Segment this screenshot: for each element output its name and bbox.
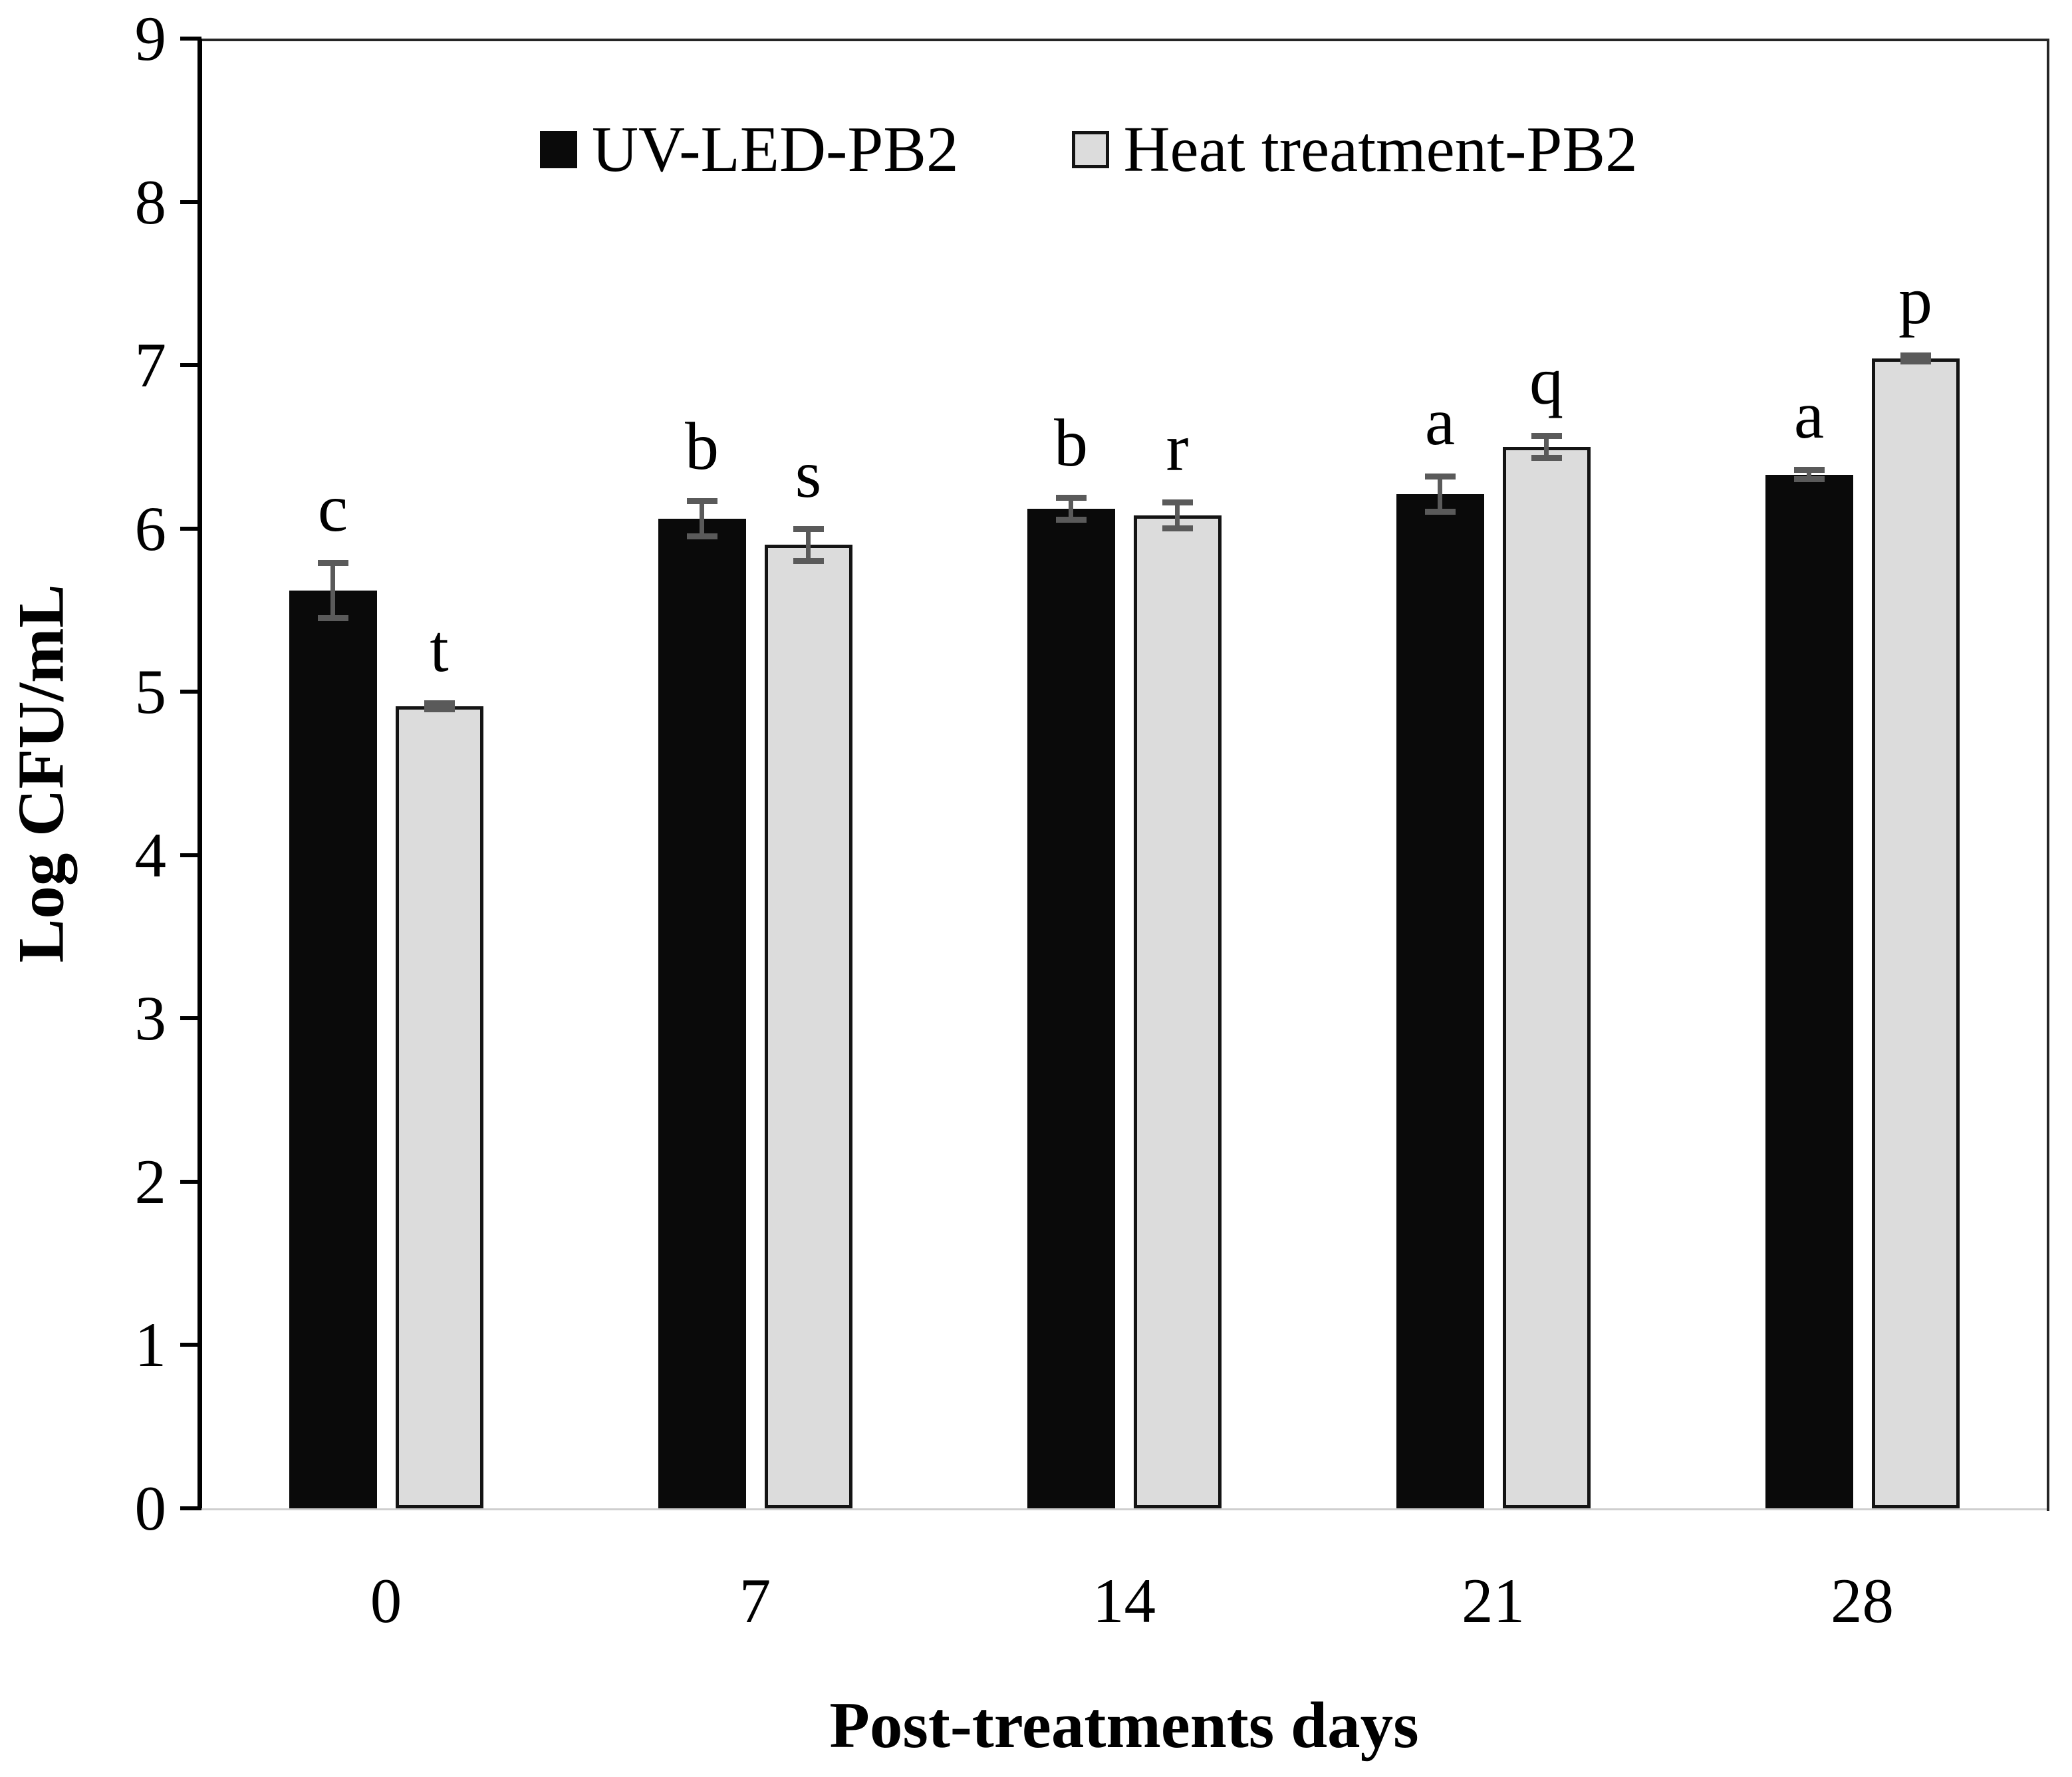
error-cap-bottom-heat-treatment-pb2-day-14 xyxy=(1162,525,1193,531)
error-cap-bottom-heat-treatment-pb2-day-7 xyxy=(793,557,824,564)
y-tick-label: 9 xyxy=(134,3,167,74)
legend-swatch-heat-treatment-pb2-icon xyxy=(1071,130,1109,168)
x-tick-label-day-28: 28 xyxy=(1831,1566,1894,1636)
y-tick xyxy=(180,37,201,41)
error-cap-top-uv-led-pb2-day-28 xyxy=(1793,467,1825,474)
error-cap-top-heat-treatment-pb2-day-28 xyxy=(1900,352,1931,359)
error-bar-uv-led-pb2-day-7 xyxy=(700,500,704,537)
bar-uv-led-pb2-day-0 xyxy=(289,590,377,1508)
y-tick xyxy=(180,690,201,694)
error-cap-top-heat-treatment-pb2-day-7 xyxy=(793,525,824,532)
error-cap-bottom-uv-led-pb2-day-21 xyxy=(1424,509,1456,515)
error-bar-uv-led-pb2-day-21 xyxy=(1438,476,1442,513)
sig-letter-uv-led-pb2-day-14: b xyxy=(1054,406,1088,481)
sig-letter-heat-treatment-pb2-day-28: p xyxy=(1898,263,1932,339)
error-bar-heat-treatment-pb2-day-21 xyxy=(1544,435,1549,459)
error-bar-heat-treatment-pb2-day-14 xyxy=(1175,502,1180,529)
error-bar-uv-led-pb2-day-0 xyxy=(330,563,335,618)
error-cap-top-heat-treatment-pb2-day-21 xyxy=(1531,432,1562,439)
x-axis-title: Post-treatments days xyxy=(829,1689,1419,1762)
bar-heat-treatment-pb2-day-21 xyxy=(1502,446,1591,1508)
legend-swatch-uv-led-pb2-icon xyxy=(540,130,577,168)
error-cap-top-uv-led-pb2-day-0 xyxy=(317,560,348,567)
x-tick-label-day-14: 14 xyxy=(1093,1566,1156,1636)
y-tick-label: 4 xyxy=(134,819,167,890)
y-tick xyxy=(180,200,201,204)
y-tick xyxy=(180,526,201,531)
error-bar-uv-led-pb2-day-14 xyxy=(1069,497,1073,521)
bar-heat-treatment-pb2-day-28 xyxy=(1871,358,1960,1508)
sig-letter-heat-treatment-pb2-day-14: r xyxy=(1166,410,1189,486)
error-cap-bottom-uv-led-pb2-day-0 xyxy=(317,615,348,621)
y-tick-label: 6 xyxy=(134,493,167,564)
bar-uv-led-pb2-day-7 xyxy=(658,518,746,1508)
y-tick-label: 1 xyxy=(134,1309,167,1381)
bar-heat-treatment-pb2-day-14 xyxy=(1133,515,1222,1508)
bar-heat-treatment-pb2-day-7 xyxy=(764,545,852,1508)
bar-heat-treatment-pb2-day-0 xyxy=(395,706,483,1508)
x-tick-label-day-0: 0 xyxy=(370,1566,402,1636)
error-cap-top-heat-treatment-pb2-day-14 xyxy=(1162,499,1193,506)
y-tick-label: 0 xyxy=(134,1473,167,1544)
error-cap-bottom-uv-led-pb2-day-7 xyxy=(686,533,717,539)
error-cap-top-uv-led-pb2-day-21 xyxy=(1424,474,1456,480)
sig-letter-uv-led-pb2-day-28: a xyxy=(1793,378,1825,454)
sig-letter-uv-led-pb2-day-7: b xyxy=(685,408,719,484)
sig-letter-uv-led-pb2-day-21: a xyxy=(1424,384,1456,460)
sig-letter-uv-led-pb2-day-0: c xyxy=(317,471,348,547)
error-cap-bottom-heat-treatment-pb2-day-21 xyxy=(1531,455,1562,462)
bar-uv-led-pb2-day-14 xyxy=(1027,509,1115,1508)
legend-label-heat-treatment-pb2: Heat treatment-PB2 xyxy=(1123,114,1638,185)
y-tick xyxy=(180,853,201,857)
error-cap-bottom-heat-treatment-pb2-day-28 xyxy=(1900,358,1931,365)
legend-label-uv-led-pb2: UV-LED-PB2 xyxy=(592,114,959,185)
y-tick-label: 2 xyxy=(134,1146,167,1217)
legend: UV-LED-PB2 Heat treatment-PB2 xyxy=(540,117,1638,182)
y-tick xyxy=(180,1179,201,1184)
sig-letter-heat-treatment-pb2-day-7: s xyxy=(795,436,822,512)
plot-area xyxy=(201,39,2049,1511)
y-tick-label: 3 xyxy=(134,983,167,1054)
y-tick-label: 5 xyxy=(134,656,167,728)
error-cap-top-uv-led-pb2-day-14 xyxy=(1055,495,1087,501)
y-axis-title: Log CFU/mL xyxy=(5,584,78,963)
error-cap-bottom-uv-led-pb2-day-14 xyxy=(1055,517,1087,523)
x-axis-baseline xyxy=(201,1508,2047,1510)
error-cap-top-heat-treatment-pb2-day-0 xyxy=(424,700,455,707)
y-tick xyxy=(180,1343,201,1347)
error-cap-bottom-heat-treatment-pb2-day-0 xyxy=(424,706,455,713)
legend-item-uv-led-pb2: UV-LED-PB2 xyxy=(540,117,959,182)
error-bar-uv-led-pb2-day-28 xyxy=(1807,470,1811,479)
error-cap-bottom-uv-led-pb2-day-28 xyxy=(1793,476,1825,482)
sig-letter-heat-treatment-pb2-day-0: t xyxy=(430,611,449,687)
y-tick xyxy=(180,363,201,368)
y-tick xyxy=(180,1506,201,1510)
y-axis-line xyxy=(197,39,202,1510)
bar-uv-led-pb2-day-21 xyxy=(1396,494,1484,1508)
x-tick-label-day-21: 21 xyxy=(1462,1566,1525,1636)
x-tick-label-day-7: 7 xyxy=(739,1566,771,1636)
y-tick xyxy=(180,1016,201,1021)
y-tick-label: 8 xyxy=(134,166,167,237)
y-tick-label: 7 xyxy=(134,330,167,401)
error-cap-top-uv-led-pb2-day-7 xyxy=(686,497,717,504)
bar-uv-led-pb2-day-28 xyxy=(1765,474,1853,1508)
sig-letter-heat-treatment-pb2-day-21: q xyxy=(1529,343,1563,419)
error-bar-heat-treatment-pb2-day-7 xyxy=(806,528,811,561)
legend-item-heat-treatment-pb2: Heat treatment-PB2 xyxy=(1071,114,1638,185)
